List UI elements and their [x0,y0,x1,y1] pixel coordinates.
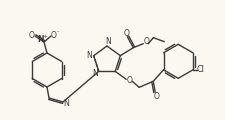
Text: O: O [29,30,35,39]
Text: Cl: Cl [195,65,203,74]
Text: +: + [42,35,47,39]
Text: N: N [38,36,44,45]
Text: O: O [143,37,148,46]
Text: O: O [126,76,132,85]
Text: N: N [105,37,110,46]
Text: N: N [63,99,69,108]
Text: N: N [92,69,97,78]
Text: -: - [57,30,59,35]
Text: O: O [153,92,158,101]
Text: O: O [123,29,129,38]
Text: N: N [86,51,91,60]
Text: O: O [51,30,57,39]
